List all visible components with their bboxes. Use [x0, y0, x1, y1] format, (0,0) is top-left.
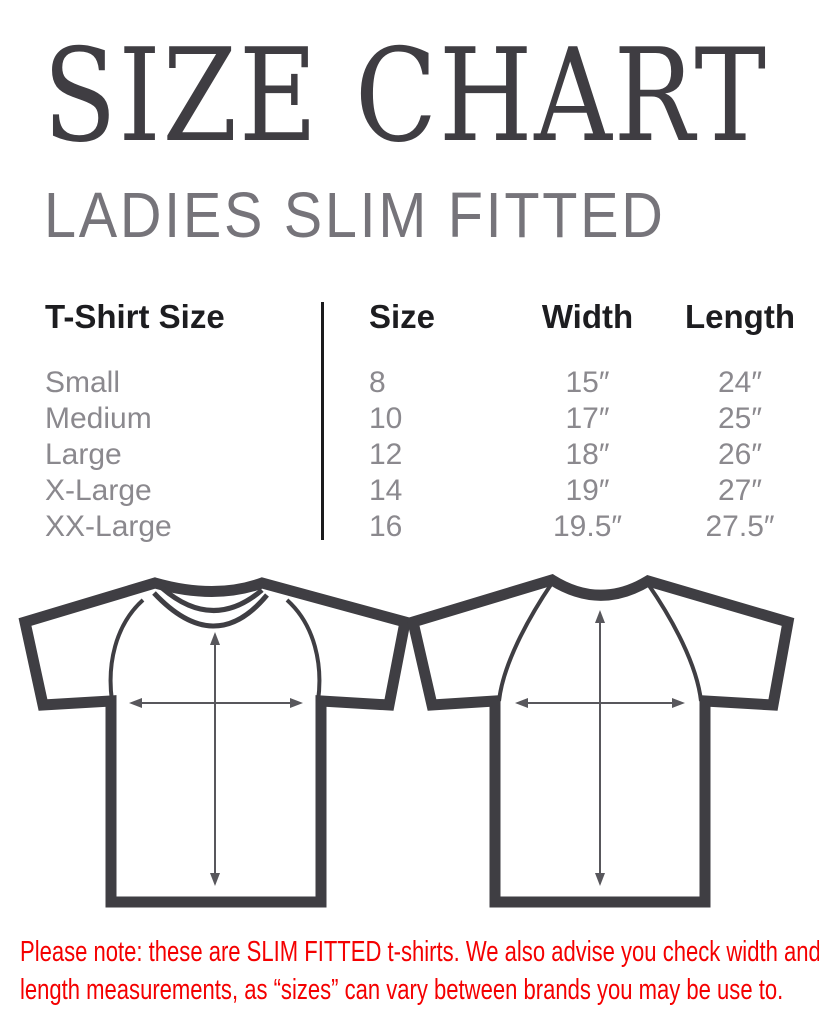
size-label: XX-Large: [45, 510, 172, 543]
size-number: 12: [369, 438, 403, 471]
collar-rib-inner: [152, 591, 269, 629]
size-number: 16: [369, 510, 403, 543]
length-value: 24″: [718, 366, 762, 399]
size-label: Medium: [45, 402, 152, 435]
length-value: 27.5″: [705, 510, 775, 543]
length-value: 26″: [718, 438, 762, 471]
table-row: Small 8 15″ 24″: [45, 365, 790, 401]
column-header-size: Size: [369, 298, 436, 335]
width-value: 15″: [565, 366, 610, 399]
width-value: 17″: [565, 402, 610, 435]
disclaimer-line-1: Please note: these are SLIM FITTED t-shi…: [20, 936, 819, 968]
page-subtitle: LADIES SLIM FITTED: [44, 179, 666, 251]
tshirt-diagram: [18, 574, 795, 908]
table-row: X-Large 14 19″ 27″: [45, 473, 790, 509]
disclaimer-line-2: length measurements, as “sizes” can vary…: [20, 974, 784, 1006]
collar-rib-outer: [160, 586, 264, 613]
size-table: T-Shirt Size Size Width Length Small 8 1…: [45, 295, 795, 545]
size-number: 8: [369, 366, 386, 399]
front-right-armhole-seam: [285, 598, 322, 702]
size-label: Large: [45, 438, 122, 471]
front-left-armhole-seam: [108, 598, 145, 702]
column-header-width: Width: [541, 298, 634, 335]
front-width-arrow: [129, 698, 303, 708]
back-right-shoulder-seam: [646, 582, 703, 702]
width-value: 19″: [565, 474, 610, 507]
width-value: 18″: [565, 438, 610, 471]
length-value: 25″: [718, 402, 762, 435]
table-row: XX-Large 16 19.5″ 27.5″: [45, 509, 790, 545]
size-number: 14: [369, 474, 403, 507]
front-length-arrow: [210, 632, 220, 886]
page-title: SIZE CHART: [43, 22, 768, 171]
disclaimer-note: Please note: these are SLIM FITTED t-shi…: [20, 933, 819, 1009]
table-header-row: T-Shirt Size Size Width Length: [45, 295, 795, 339]
column-header-tshirt-size: T-Shirt Size: [45, 298, 225, 335]
back-left-shoulder-seam: [497, 581, 554, 702]
size-label: Small: [45, 366, 121, 399]
size-label: X-Large: [45, 474, 152, 507]
size-number: 10: [369, 402, 403, 435]
back-width-arrow: [515, 698, 685, 708]
column-header-length: Length: [685, 298, 795, 335]
table-row: Medium 10 17″ 25″: [45, 401, 790, 437]
width-value: 19.5″: [552, 510, 622, 543]
length-value: 27″: [718, 474, 762, 507]
back-length-arrow: [595, 610, 605, 886]
table-row: Large 12 18″ 26″: [45, 437, 790, 473]
table-divider-line: [321, 302, 324, 540]
